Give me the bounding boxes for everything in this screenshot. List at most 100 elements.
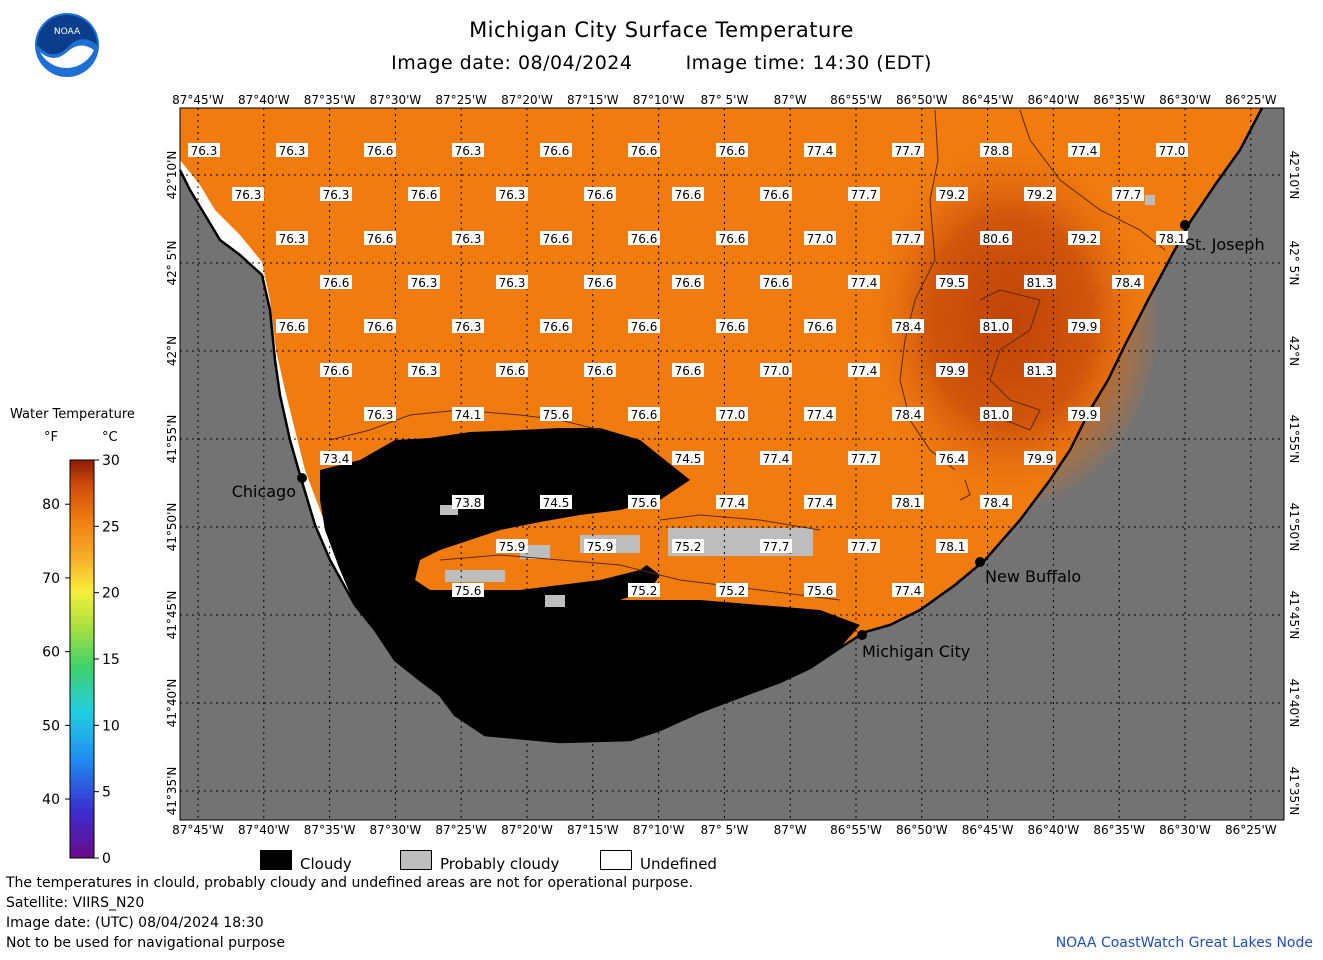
temp-label: 76.3 — [367, 408, 394, 422]
temp-label-bg — [1024, 187, 1056, 201]
lon-label-top: 86°55'W — [830, 93, 882, 107]
temp-label: 78.1 — [1159, 232, 1186, 246]
lon-label-bottom: 87°45'W — [172, 823, 224, 837]
temp-label-bg — [584, 539, 616, 553]
temp-label: 77.4 — [807, 496, 834, 510]
temp-label-bg — [364, 319, 396, 333]
temp-label-bg — [628, 319, 660, 333]
c-tick-label: 30 — [102, 453, 120, 469]
temp-label-bg — [452, 143, 484, 157]
lon-label-top: 87°20'W — [501, 93, 553, 107]
f-tick-label: 70 — [42, 571, 60, 587]
lat-label-right: 41°50'N — [1287, 503, 1301, 552]
lon-label-bottom: 87°20'W — [501, 823, 553, 837]
temp-label-bg — [628, 231, 660, 245]
temp-label-bg — [540, 319, 572, 333]
lat-label-left: 41°35'N — [165, 767, 179, 816]
lon-label-top: 86°30'W — [1159, 93, 1211, 107]
lon-label-bottom: 86°25'W — [1225, 823, 1277, 837]
temp-label: 76.3 — [499, 276, 526, 290]
lon-label-top: 87°45'W — [172, 93, 224, 107]
temp-label: 76.3 — [191, 144, 218, 158]
city-marker — [975, 557, 985, 567]
temp-label: 76.6 — [323, 364, 350, 378]
temp-label-bg — [672, 539, 704, 553]
latitude-labels-right: 42°10'N 42° 5'N 42°N 41°55'N 41°50'N 41°45'N 4… — [1287, 151, 1301, 816]
temp-label-bg — [716, 583, 748, 597]
temp-label: 76.6 — [323, 276, 350, 290]
city-label: St. Joseph — [1185, 235, 1265, 254]
temp-label-bg — [848, 363, 880, 377]
temp-label-bg — [936, 187, 968, 201]
temp-label-bg — [716, 495, 748, 509]
temp-label: 75.6 — [455, 584, 482, 598]
temp-label-bg — [716, 231, 748, 245]
temp-label: 76.6 — [719, 232, 746, 246]
temp-label-bg — [584, 187, 616, 201]
temp-label: 77.0 — [807, 232, 834, 246]
temp-label: 77.0 — [1159, 144, 1186, 158]
temp-label-bg — [320, 187, 352, 201]
temp-label: 76.6 — [367, 144, 394, 158]
temp-label-bg — [1068, 407, 1100, 421]
temp-label-bg — [540, 495, 572, 509]
temp-label-bg — [364, 143, 396, 157]
lat-label-left: 42° 5'N — [165, 241, 179, 286]
temp-label: 76.3 — [323, 188, 350, 202]
lat-label-left: 41°55'N — [165, 415, 179, 464]
temp-label-bg — [892, 495, 924, 509]
temp-label-bg — [1024, 275, 1056, 289]
temp-label: 78.8 — [983, 144, 1010, 158]
city-marker — [857, 630, 867, 640]
temp-label: 79.9 — [939, 364, 966, 378]
temp-label: 76.3 — [455, 232, 482, 246]
map-subtitle: Image date: 08/04/2024 Image time: 14:30… — [0, 52, 1323, 74]
temp-label: 76.3 — [235, 188, 262, 202]
temp-label: 76.3 — [279, 144, 306, 158]
temp-label-bg — [452, 407, 484, 421]
coastline — [178, 107, 1264, 744]
lon-label-top: 87°30'W — [370, 93, 422, 107]
temp-label-bg — [892, 231, 924, 245]
temp-label-bg — [408, 275, 440, 289]
temp-label-bg — [672, 363, 704, 377]
temp-label-bg — [540, 407, 572, 421]
temp-label-bg — [320, 363, 352, 377]
lon-label-bottom: 87°35'W — [304, 823, 356, 837]
temp-label-bg — [1068, 231, 1100, 245]
temp-label: 75.9 — [587, 540, 614, 554]
temp-label: 77.4 — [807, 144, 834, 158]
temp-label-bg — [584, 275, 616, 289]
temp-label-bg — [804, 495, 836, 509]
temp-label-bg — [1156, 231, 1188, 245]
lon-label-bottom: 87°25'W — [435, 823, 487, 837]
lat-label-right: 41°35'N — [1287, 767, 1301, 816]
temp-label: 77.7 — [763, 540, 790, 554]
temp-label: 77.4 — [851, 276, 878, 290]
temp-label: 79.2 — [1071, 232, 1098, 246]
temp-label-bg — [760, 451, 792, 465]
temp-label-bg — [716, 407, 748, 421]
temp-label-bg — [1112, 187, 1144, 201]
lon-label-bottom: 87° 5'W — [700, 823, 748, 837]
temp-label-bg — [496, 187, 528, 201]
temp-label: 76.3 — [455, 144, 482, 158]
lon-label-top: 86°25'W — [1225, 93, 1277, 107]
temp-label: 76.6 — [675, 276, 702, 290]
lat-label-right: 41°55'N — [1287, 415, 1301, 464]
temp-label: 77.7 — [851, 452, 878, 466]
city-label: Chicago — [232, 482, 296, 501]
temp-label: 76.6 — [631, 320, 658, 334]
cloudy-label: Cloudy — [300, 855, 352, 873]
longitude-labels-bottom: 87°45'W 87°40'W 87°35'W 87°30'W 87°25'W 87°20… — [172, 823, 1277, 837]
temp-label-bg — [804, 319, 836, 333]
lon-label-top: 87°25'W — [435, 93, 487, 107]
lon-label-top: 87° 5'W — [700, 93, 748, 107]
footer-satellite: Satellite: VIIRS_N20 — [6, 895, 145, 911]
temp-label: 81.3 — [1027, 276, 1054, 290]
temp-label-bg — [276, 231, 308, 245]
lon-label-bottom: 87°10'W — [633, 823, 685, 837]
temp-label: 75.9 — [499, 540, 526, 554]
